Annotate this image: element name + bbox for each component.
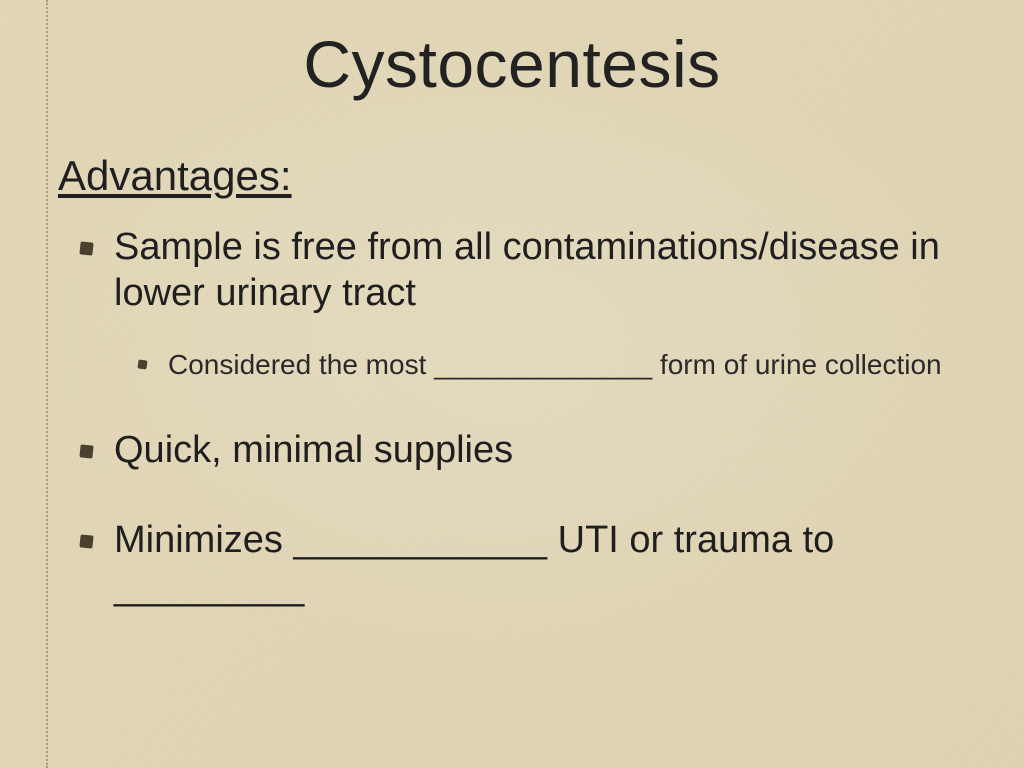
list-item: Sample is free from all contaminations/d… [114, 224, 994, 383]
sub-list-item: Considered the most ______________ form … [168, 347, 994, 383]
list-item-text: Quick, minimal supplies [114, 429, 513, 471]
slide-title: Cystocentesis [0, 26, 1024, 102]
section-heading: Advantages: [58, 152, 994, 200]
list-item: Quick, minimal supplies [114, 427, 994, 473]
sub-bullet-list: Considered the most ______________ form … [114, 347, 994, 383]
list-item-text: Sample is free from all contaminations/d… [114, 226, 940, 314]
slide: Cystocentesis Advantages: Sample is free… [0, 0, 1024, 768]
list-item-text: Minimizes ____________ UTI or trauma to … [114, 519, 834, 607]
bullet-list: Sample is free from all contaminations/d… [58, 224, 994, 610]
list-item: Minimizes ____________ UTI or trauma to … [114, 517, 994, 610]
margin-dotted-line [46, 0, 48, 768]
slide-content: Advantages: Sample is free from all cont… [58, 152, 994, 654]
sub-list-item-text: Considered the most ______________ form … [168, 349, 942, 380]
